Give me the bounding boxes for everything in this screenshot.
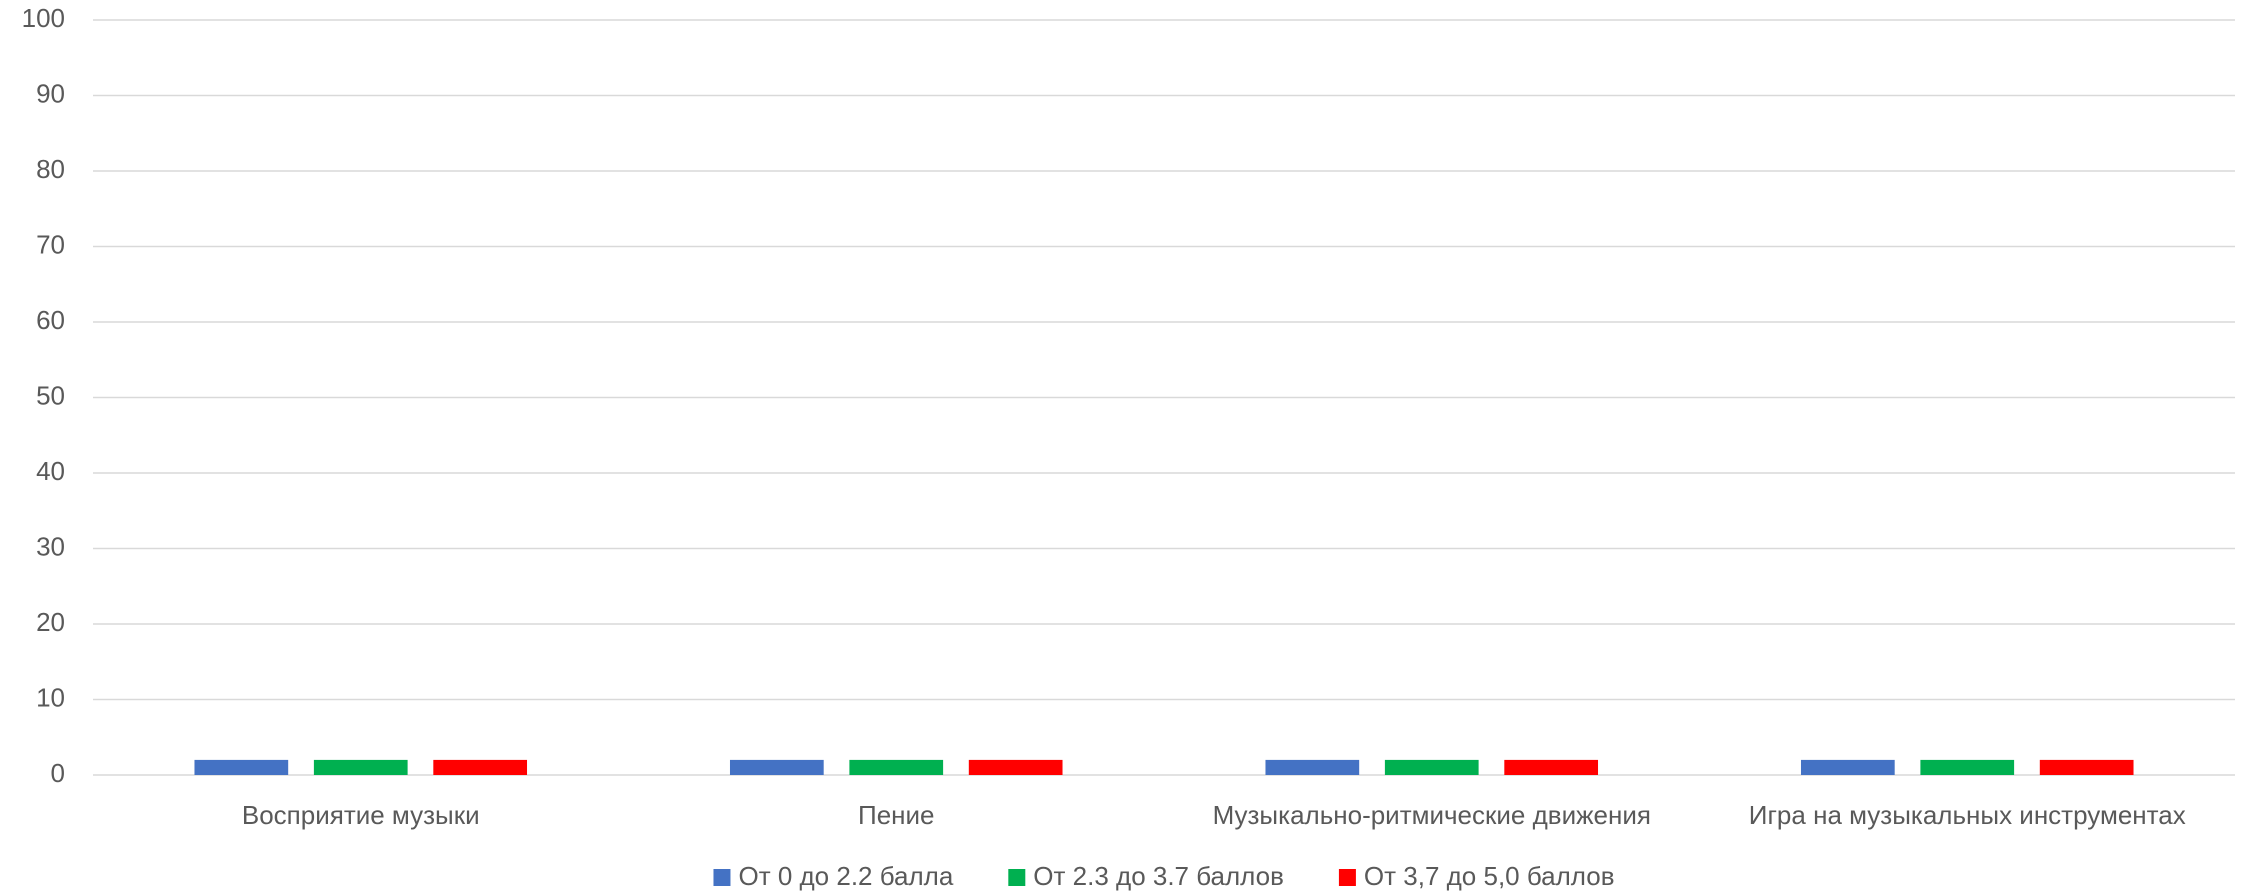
bar xyxy=(729,759,824,775)
bar xyxy=(849,759,944,775)
legend-swatch xyxy=(713,869,731,886)
bar xyxy=(1384,759,1479,775)
y-tick-label: 40 xyxy=(36,456,65,486)
bar xyxy=(1265,759,1360,775)
bar xyxy=(2039,759,2134,775)
legend-swatch xyxy=(1338,869,1356,886)
legend-label: От 2.3 до 3.7 баллов xyxy=(1033,861,1284,891)
x-tick-label: Восприятие музыки xyxy=(242,800,480,830)
legend-label: От 0 до 2.2 балла xyxy=(738,861,953,891)
y-tick-label: 60 xyxy=(36,305,65,335)
x-tick-label: Пение xyxy=(858,800,935,830)
y-tick-label: 100 xyxy=(22,3,65,33)
y-tick-label: 0 xyxy=(51,758,65,788)
y-tick-label: 50 xyxy=(36,380,65,410)
x-tick-label: Игра на музыкальных инструментах xyxy=(1749,800,2186,830)
y-tick-label: 90 xyxy=(36,78,65,108)
y-tick-label: 20 xyxy=(36,607,65,637)
bar xyxy=(433,759,528,775)
bar xyxy=(313,759,408,775)
y-tick-label: 70 xyxy=(36,229,65,259)
bar xyxy=(1504,759,1599,775)
bar xyxy=(1920,759,2015,775)
x-tick-label: Музыкально-ритмические движения xyxy=(1213,800,1651,830)
bar xyxy=(968,759,1063,775)
y-tick-label: 80 xyxy=(36,154,65,184)
legend-label: От 3,7 до 5,0 баллов xyxy=(1364,861,1615,891)
y-tick-label: 30 xyxy=(36,531,65,561)
bar xyxy=(194,759,289,775)
legend-swatch xyxy=(1008,869,1026,886)
bar xyxy=(1800,759,1895,775)
y-tick-label: 10 xyxy=(36,682,65,712)
